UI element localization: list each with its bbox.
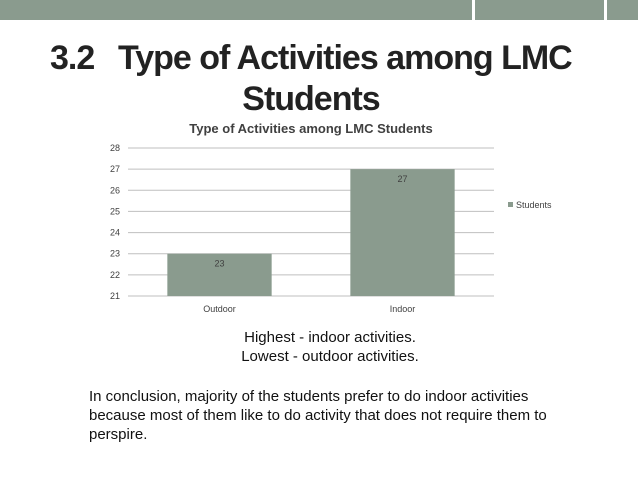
band-divider [604, 0, 607, 20]
bar [167, 253, 272, 296]
x-tick-label: Outdoor [203, 304, 236, 314]
bar [350, 169, 455, 296]
slide-title-line1: Type of Activities among LMC [118, 39, 573, 77]
y-tick-label: 28 [110, 143, 120, 153]
y-tick-label: 25 [110, 206, 120, 216]
y-tick-label: 27 [110, 164, 120, 174]
y-tick-label: 26 [110, 185, 120, 195]
highlight-highest: Highest - indoor activities. [244, 329, 416, 346]
legend-swatch [508, 202, 513, 207]
y-tick-label: 24 [110, 228, 120, 238]
highlights: Highest - indoor activities. Lowest - ou… [180, 328, 480, 366]
slide-title: 3.2 Type of Activities among LMC Students [50, 38, 590, 120]
legend-label: Students [516, 200, 552, 210]
conclusion-text: In conclusion, majority of the students … [89, 388, 547, 443]
y-tick-label: 23 [110, 249, 120, 259]
x-tick-label: Indoor [390, 304, 416, 314]
data-label: 27 [397, 174, 407, 184]
chart-title: Type of Activities among LMC Students [189, 121, 432, 136]
band-divider [472, 0, 475, 20]
top-band [0, 0, 638, 20]
y-tick-label: 22 [110, 270, 120, 280]
data-label: 23 [214, 259, 224, 269]
highlight-lowest: Lowest - outdoor activities. [241, 348, 419, 365]
y-tick-label: 21 [110, 291, 120, 301]
slide-title-number: 3.2 [50, 39, 95, 77]
slide-title-line2: Students [242, 79, 380, 118]
